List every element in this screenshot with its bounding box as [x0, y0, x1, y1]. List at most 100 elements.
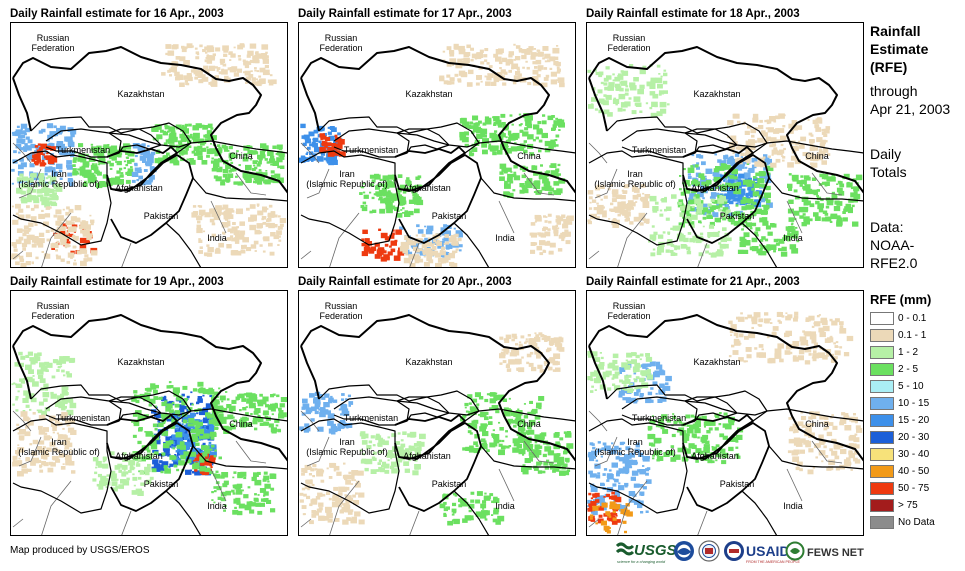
- legend-swatch: [870, 312, 894, 325]
- legend-title: RFE (mm): [870, 292, 931, 307]
- legend-swatch: [870, 329, 894, 342]
- country-label-kazakhstan: Kazakhstan: [117, 89, 164, 99]
- minor-boundary: [499, 201, 514, 233]
- legend-label: 50 - 75: [898, 482, 929, 496]
- legend-label: 5 - 10: [898, 380, 924, 394]
- country-label-china: China: [229, 151, 253, 161]
- country-label-india: India: [495, 233, 515, 243]
- sidebar-totals-line2: Totals: [870, 163, 907, 181]
- country-label-pakistan: Pakistan: [144, 211, 179, 221]
- country-label-kazakhstan: Kazakhstan: [405, 357, 452, 367]
- sidebar-heading-line3: (RFE): [870, 58, 928, 76]
- country-label-iran: Iran(Islamic Republic of): [594, 169, 676, 189]
- legend-label: 20 - 30: [898, 431, 929, 445]
- legend-label: 15 - 20: [898, 414, 929, 428]
- country-label-kazakhstan: Kazakhstan: [693, 89, 740, 99]
- panel-title-2: Daily Rainfall estimate for 17 Apr., 200…: [298, 8, 512, 20]
- sidebar-heading: Rainfall Estimate (RFE): [870, 22, 928, 76]
- legend-swatch: [870, 380, 894, 393]
- country-label-turkmenistan: Turkmenistan: [344, 145, 398, 155]
- legend-swatch: [870, 516, 894, 529]
- country-label-india: India: [207, 233, 227, 243]
- country-label-afghanistan: Afghanistan: [115, 451, 163, 461]
- map-canvas: [11, 23, 288, 268]
- minor-boundary: [301, 251, 311, 259]
- legend-swatch: [870, 431, 894, 444]
- noaa-logo: [674, 541, 694, 561]
- country-label-china: China: [517, 151, 541, 161]
- country-label-china: China: [805, 419, 829, 429]
- panel-title-4: Daily Rainfall estimate for 19 Apr., 200…: [10, 276, 224, 288]
- sidebar-heading-line1: Rainfall: [870, 22, 928, 40]
- legend-label: 0.1 - 1: [898, 329, 926, 343]
- minor-boundary: [697, 511, 707, 536]
- country-label-afghanistan: Afghanistan: [115, 183, 163, 193]
- legend-label: 30 - 40: [898, 448, 929, 462]
- country-label-turkmenistan: Turkmenistan: [344, 413, 398, 423]
- minor-boundary: [697, 243, 707, 268]
- country-label-pakistan: Pakistan: [144, 479, 179, 489]
- country-label-china: China: [517, 419, 541, 429]
- minor-boundary: [236, 441, 266, 463]
- minor-boundary: [329, 213, 359, 268]
- country-label-china: China: [805, 151, 829, 161]
- legend-swatch: [870, 482, 894, 495]
- country-label-china: China: [229, 419, 253, 429]
- map-canvas: [299, 23, 576, 268]
- legend-label: > 75: [898, 499, 918, 513]
- legend-label: 40 - 50: [898, 465, 929, 479]
- sidebar-data-line3: RFE2.0: [870, 254, 917, 272]
- fews-net-logo: FEWS NET: [787, 543, 865, 560]
- country-label-pakistan: Pakistan: [432, 211, 467, 221]
- legend-swatch: [870, 465, 894, 478]
- country-label-pakistan: Pakistan: [720, 211, 755, 221]
- minor-boundary: [787, 469, 802, 501]
- country-label-afghanistan: Afghanistan: [403, 451, 451, 461]
- country-label-iran: Iran(Islamic Republic of): [18, 169, 100, 189]
- doc-seal-logo: [699, 541, 719, 561]
- legend-label: 2 - 5: [898, 363, 918, 377]
- pakistan-boundary: [687, 423, 769, 511]
- legend-label: 0 - 0.1: [898, 312, 926, 326]
- legend-label: No Data: [898, 516, 935, 530]
- country-label-iran: Iran(Islamic Republic of): [594, 437, 676, 457]
- sidebar-heading-line2: Estimate: [870, 40, 928, 58]
- country-label-india: India: [783, 501, 803, 511]
- legend-swatch: [870, 363, 894, 376]
- usgs-logo-text: USGS: [634, 542, 677, 559]
- rainfall-field: [11, 352, 287, 516]
- country-label-afghanistan: Afghanistan: [403, 183, 451, 193]
- usaid-logo-text: USAID: [746, 543, 790, 559]
- minor-boundary: [499, 469, 514, 501]
- legend-label: 1 - 2: [898, 346, 918, 360]
- minor-boundary: [121, 243, 131, 268]
- country-label-kazakhstan: Kazakhstan: [405, 89, 452, 99]
- country-label-iran: Iran(Islamic Republic of): [18, 437, 100, 457]
- minor-boundary: [589, 143, 607, 163]
- logo-strip: USGS science for a changing world USAID …: [615, 538, 865, 562]
- minor-boundary: [121, 511, 131, 536]
- sidebar-through: through: [870, 82, 950, 100]
- usgs-logo: USGS science for a changing world: [617, 542, 677, 564]
- country-label-turkmenistan: Turkmenistan: [632, 413, 686, 423]
- india-boundary: [166, 491, 201, 536]
- panel-title-1: Daily Rainfall estimate for 16 Apr., 200…: [10, 8, 224, 20]
- country-label-kazakhstan: Kazakhstan: [693, 357, 740, 367]
- panel-title-5: Daily Rainfall estimate for 20 Apr., 200…: [298, 276, 512, 288]
- panel-title-3: Daily Rainfall estimate for 18 Apr., 200…: [586, 8, 800, 20]
- legend-label: 10 - 15: [898, 397, 929, 411]
- country-label-kazakhstan: Kazakhstan: [117, 357, 164, 367]
- legend-swatch: [870, 397, 894, 410]
- india-boundary: [166, 223, 201, 268]
- country-label-india: India: [495, 501, 515, 511]
- legend-swatch: [870, 499, 894, 512]
- minor-boundary: [409, 511, 419, 536]
